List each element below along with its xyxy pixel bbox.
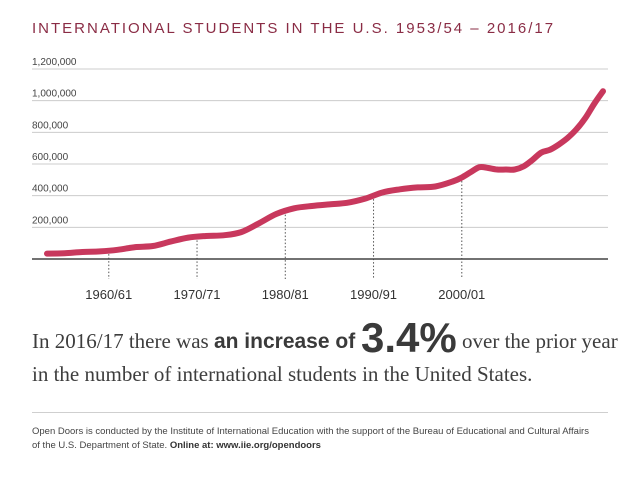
tick-drop-lines	[108, 177, 463, 279]
y-tick-label: 800,000	[32, 120, 69, 131]
y-tick-label: 400,000	[32, 184, 69, 195]
chart-title: INTERNATIONAL STUDENTS IN THE U.S. 1953/…	[32, 20, 556, 37]
x-tick-label: 2000/01	[438, 287, 485, 302]
y-axis-labels: 200,000 400,000 600,000 800,000 1,000,000 1,2…	[32, 57, 77, 226]
x-tick-label: 1980/81	[262, 287, 309, 302]
x-tick-label: 1970/71	[174, 287, 221, 302]
x-tick-label: 1990/91	[350, 287, 397, 302]
x-tick-label: 1960/61	[85, 287, 132, 302]
footer-text: Open Doors is conducted by the Institute…	[32, 426, 589, 451]
y-tick-label: 1,200,000	[32, 57, 77, 68]
footer-note: Open Doors is conducted by the Institute…	[32, 425, 592, 453]
x-axis-labels: 1960/61 1970/71 1980/81 1990/91 2000/01	[85, 287, 485, 302]
y-tick-label: 1,000,000	[32, 89, 77, 100]
headline-pre: In 2016/17 there was	[32, 329, 214, 353]
divider	[32, 412, 608, 413]
grid-lines	[32, 68, 608, 228]
y-tick-label: 600,000	[32, 152, 69, 163]
headline-text: In 2016/17 there was an increase of 3.4%…	[32, 317, 622, 390]
headline-post: over the prior year in the number of int…	[32, 329, 618, 386]
line-chart: 200,000 400,000 600,000 800,000 1,000,000 1,2…	[32, 57, 608, 302]
footer-online-link[interactable]: Online at: www.iie.org/opendoors	[169, 440, 321, 451]
series-line	[44, 88, 606, 257]
y-tick-label: 200,000	[32, 215, 69, 226]
headline-percent: 3.4%	[361, 314, 457, 361]
headline-bold: an increase of	[213, 330, 362, 353]
